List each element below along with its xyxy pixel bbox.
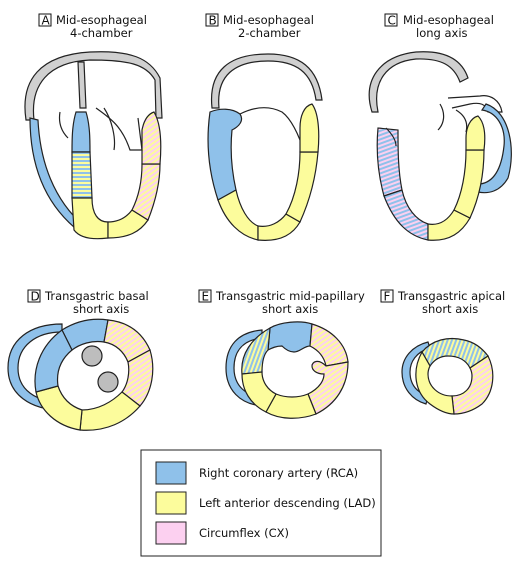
panel-b-inferior-apical (217, 189, 259, 241)
panel-a: A Mid-esophageal 4-chamber (24, 13, 163, 240)
panel-f-letter: F (384, 290, 391, 304)
panel-e-seg-top (267, 321, 313, 353)
panel-c-posterior-basal (376, 127, 403, 197)
panel-e-letter-box (198, 289, 212, 303)
panel-a-letter: A (42, 14, 51, 28)
panel-a-septum-top (77, 61, 87, 109)
panel-d-title-line2: short axis (73, 302, 129, 316)
legend: Right coronary artery (RCA) Left anterio… (140, 449, 382, 557)
panel-f-title-line2: short axis (422, 302, 478, 316)
panel-a-lateral-basal (141, 111, 162, 165)
panel-d-letter-box (27, 289, 41, 303)
panel-e-title-line2: short axis (262, 302, 318, 316)
panel-e: E Transgastric mid-papillary short axis (198, 289, 365, 419)
panel-b-title-line2: 2-chamber (238, 26, 301, 40)
panel-a-title-line2: 4-chamber (70, 26, 133, 40)
panel-e-title-line1: Transgastric mid-papillary (215, 289, 365, 303)
legend-swatch-cx (155, 521, 187, 545)
panel-d-seg-upper-left (34, 329, 73, 393)
legend-label-lad: Left anterior descending (LAD) (199, 496, 376, 510)
panel-c-mitral-leaflet (385, 127, 397, 147)
panel-c-anteroseptal-basal (465, 115, 486, 151)
panel-c-aortic-valve (437, 103, 468, 133)
panel-d-papillary-2 (97, 371, 119, 393)
panel-d-title-line1: Transgastric basal (44, 289, 149, 303)
panel-c-title-line1: Mid-esophageal (403, 13, 494, 27)
legend-label-cx: Circumflex (CX) (199, 526, 289, 540)
panel-c: C Mid-esophageal long axis (368, 13, 512, 241)
panel-d-seg-lower-left (35, 385, 83, 431)
panel-b-letter: B (209, 14, 217, 28)
panel-b-inferior-basal (207, 108, 243, 201)
panel-a-septum-apical (71, 197, 109, 240)
panel-f-letter-box (380, 289, 394, 303)
panel-c-letter-box (384, 13, 398, 27)
panel-e-seg-lower-right (307, 360, 349, 415)
panel-a-title-line1: Mid-esophageal (56, 13, 147, 27)
panel-b-mitral-annulus (239, 107, 301, 141)
panel-e-letter: E (202, 290, 210, 304)
panel-e-seg-lower-left (241, 371, 277, 413)
panel-e-seg-upper-right (309, 323, 349, 367)
panel-c-letter: C (388, 14, 396, 28)
panel-b-atrium-wall (210, 53, 323, 109)
panel-a-atria-wall (24, 51, 163, 121)
legend-label-rca: Right coronary artery (RCA) (199, 466, 358, 480)
panel-f-seg-left (415, 350, 455, 415)
panel-d: D Transgastric basal short axis (7, 289, 154, 431)
panel-a-septum-mid (71, 151, 93, 199)
panel-c-posterior-mid (383, 189, 429, 241)
legend-swatch-lad (155, 491, 187, 515)
panel-b-anterior-mid (285, 151, 319, 223)
panel-c-atrium-wall (368, 51, 469, 113)
panel-b-title-line1: Mid-esophageal (223, 13, 314, 27)
panel-a-lateral-mid (131, 163, 161, 221)
legend-swatch-rca (155, 461, 187, 485)
panel-d-letter: D (31, 290, 40, 304)
panel-a-letter-box (38, 13, 52, 27)
panel-b-anterior-basal (299, 103, 320, 153)
panel-b: B Mid-esophageal 2-chamber (205, 13, 323, 241)
panel-f: F Transgastric apical short axis (380, 289, 505, 415)
panel-b-letter-box (205, 13, 219, 27)
panel-a-mitral-annulus (95, 107, 143, 151)
panel-a-septum-basal (71, 111, 91, 153)
panel-a-tricuspid-leaflet (58, 111, 69, 139)
panel-a-mitral-leaflet (103, 107, 116, 151)
panel-f-title-line1: Transgastric apical (397, 289, 505, 303)
panel-d-papillary-1 (81, 345, 103, 367)
panel-c-title-line2: long axis (416, 26, 468, 40)
panel-c-anteroseptal-mid (453, 149, 485, 219)
